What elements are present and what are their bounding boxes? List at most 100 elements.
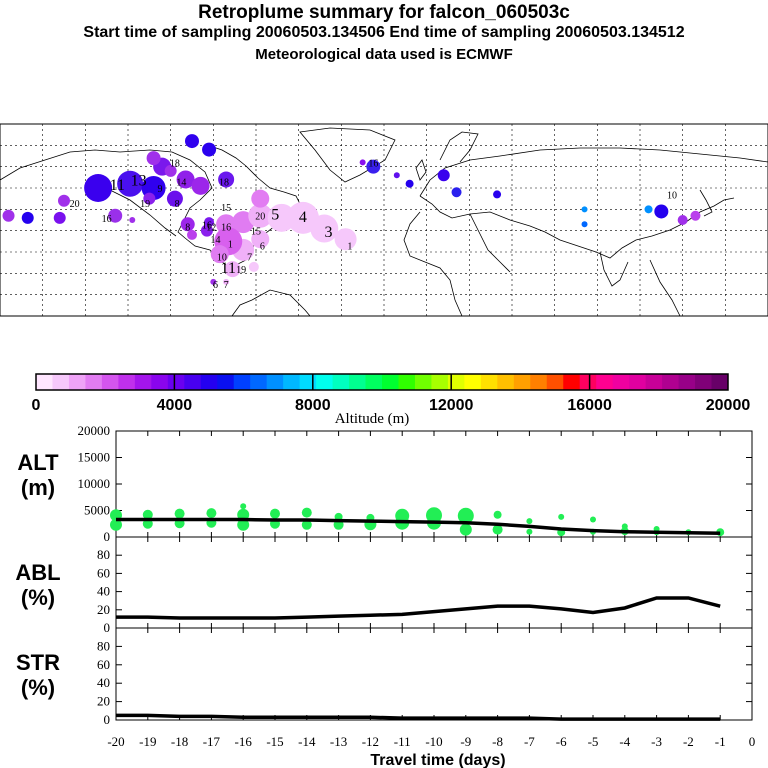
plume-day-label: 18: [170, 158, 180, 169]
plume-day-label: 4: [299, 209, 307, 226]
altitude-point: [270, 508, 280, 519]
y-tick-label: 5000: [84, 503, 110, 518]
colorbar-swatch: [596, 374, 614, 390]
plume-day-label: 11: [221, 260, 236, 277]
y-axis-label: (%): [21, 675, 55, 700]
x-tick-label: -7: [524, 734, 535, 749]
plume-dot: [146, 151, 161, 166]
colorbar-swatch: [513, 374, 531, 390]
time-series-panels: 05000100001500020000ALT(m)020406080ABL(%…: [15, 423, 753, 727]
colorbar-swatch: [85, 374, 103, 390]
plume-dot: [359, 159, 366, 166]
x-tick-label: -19: [139, 734, 156, 749]
colorbar: 0 4000 8000 12000 16000 20000 Altitude (m): [32, 373, 751, 427]
plume-dot: [334, 228, 357, 251]
colorbar-swatch: [118, 374, 136, 390]
altitude-point: [237, 518, 250, 531]
colorbar-swatch: [431, 374, 449, 390]
plume-dot: [117, 170, 144, 197]
x-tick-label: -2: [683, 734, 694, 749]
plume-dot: [180, 217, 195, 232]
altitude-point: [493, 510, 502, 519]
plume-day-label: 19: [236, 265, 246, 276]
plume-dot: [248, 261, 259, 272]
y-tick-label: 0: [104, 529, 111, 544]
x-tick-label: -9: [460, 734, 471, 749]
colorbar-swatch: [299, 374, 317, 390]
y-tick-label: 40: [97, 675, 110, 690]
plume-day-label: 19: [140, 199, 150, 210]
colorbar-swatch: [398, 374, 416, 390]
plume-dot: [202, 142, 217, 157]
plume-dot: [581, 206, 588, 213]
altitude-point: [142, 509, 153, 520]
plume-dot: [2, 209, 15, 222]
colorbar-swatch: [52, 374, 70, 390]
plume-day-label: 16: [202, 220, 212, 231]
plume-dot: [164, 164, 177, 177]
plume-dot: [224, 261, 241, 278]
colorbar-tick: 0: [32, 397, 41, 414]
altitude-point: [206, 508, 217, 519]
colorbar-swatch: [250, 374, 268, 390]
altitude-point: [459, 523, 472, 536]
colorbar-tick: 4000: [157, 397, 193, 414]
plume-day-label: 5: [271, 207, 279, 224]
altitude-point: [174, 508, 185, 519]
plume-day-label: 1: [347, 242, 352, 253]
plume-day-label: 18: [219, 178, 229, 189]
coastlines: [0, 127, 768, 317]
plume-dot: [191, 176, 210, 195]
altitude-point: [558, 513, 565, 520]
met-data-note: Meteorological data used is ECMWF: [255, 46, 513, 63]
plume-dot: [310, 214, 339, 243]
plume-day-label: 6: [260, 242, 265, 253]
plume-dot: [654, 204, 669, 219]
colorbar-swatch: [184, 374, 202, 390]
y-axis-label: (m): [21, 475, 55, 500]
colorbar-swatch: [480, 374, 498, 390]
plume-dot: [248, 203, 273, 228]
plume-dot: [108, 208, 123, 223]
plume-dot: [210, 278, 217, 285]
colorbar-swatch: [36, 374, 53, 390]
altitude-point: [457, 507, 474, 524]
plume-day-label: 12: [206, 222, 216, 233]
plume-dot: [166, 190, 183, 207]
plume-dot: [251, 230, 270, 249]
panel-abl: 0 20 40 60 80 ABL(%): [15, 536, 753, 635]
plume-day-label: 20: [255, 212, 265, 223]
plume-dot: [437, 169, 450, 182]
x-tick-label: -20: [107, 734, 124, 749]
colorbar-swatch: [645, 374, 663, 390]
colorbar-swatch: [217, 374, 235, 390]
plume-day-label: 8: [185, 222, 190, 233]
plume-day-label: 9: [158, 184, 163, 195]
y-tick-label: 40: [97, 584, 110, 599]
plume-dot: [200, 224, 213, 237]
plume-day-label: 20: [70, 199, 80, 210]
y-tick-label: 0: [104, 620, 111, 635]
x-tick-label: -10: [425, 734, 442, 749]
plume-day-label: 16: [368, 158, 378, 169]
x-tick-label: -17: [203, 734, 221, 749]
x-tick-label: -4: [619, 734, 630, 749]
altitude-point: [110, 518, 122, 531]
y-tick-label: 80: [97, 638, 110, 653]
colorbar-tick: 20000: [706, 397, 751, 414]
panel-alt: 0 5000 10000 15000 20000 ALT(m): [17, 423, 753, 544]
colorbar-swatch: [349, 374, 367, 390]
panel-str: 0 20 40 60 80 STR(%): [16, 627, 753, 727]
colorbar-swatch: [579, 374, 597, 390]
y-axis-label: (%): [21, 585, 55, 610]
colorbar-swatch: [101, 374, 119, 390]
colorbar-swatch: [629, 374, 647, 390]
chart-title: Retroplume summary for falcon_060503c: [198, 2, 570, 23]
plume-dot: [405, 179, 414, 188]
y-axis-label: STR: [16, 650, 60, 675]
colorbar-swatch: [414, 374, 432, 390]
y-tick-label: 20: [97, 602, 110, 617]
colorbar-tick: 12000: [429, 397, 474, 414]
y-tick-label: 15000: [78, 450, 111, 465]
